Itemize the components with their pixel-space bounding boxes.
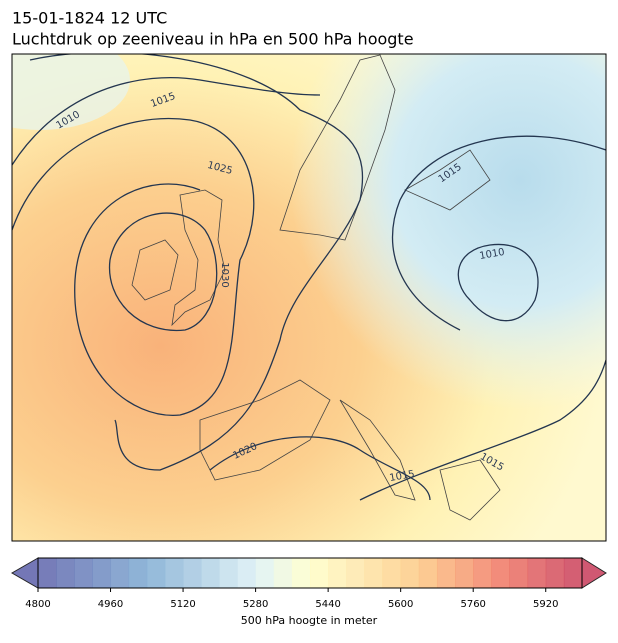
colorbar-segment — [400, 558, 420, 588]
colorbar-segment — [146, 558, 166, 588]
colorbar-segment — [328, 558, 347, 588]
colorbar-segment — [38, 558, 57, 588]
colorbar-tick-label: 5600 — [388, 599, 413, 610]
colorbar-segment — [364, 558, 384, 588]
title: Luchtdruk op zeeniveau in hPa en 500 hPa… — [12, 30, 414, 49]
colorbar-tick-label: 4960 — [98, 599, 123, 610]
colorbar-segment — [545, 558, 565, 588]
contour-label: 1030 — [219, 262, 230, 287]
colorbar-segment — [92, 558, 112, 588]
colorbar-segment — [128, 558, 148, 588]
colorbar-segment — [201, 558, 220, 588]
colorbar-extend-low — [10, 557, 39, 589]
map — [12, 54, 606, 541]
colorbar-label: 500 hPa hoogte in meter — [241, 614, 378, 627]
contour-label: 1010 — [479, 247, 506, 262]
colorbar-segment — [455, 558, 474, 588]
colorbar-segment — [310, 558, 329, 588]
colorbar-frame — [37, 557, 583, 589]
colorbar-segment — [164, 558, 184, 588]
colorbar-segment — [491, 558, 510, 588]
colorbar-segment — [291, 558, 311, 588]
colorbar-segment — [183, 558, 202, 588]
colorbar-segment — [418, 558, 438, 588]
date: 15-01-1824 12 UTC — [12, 9, 167, 28]
colorbar-segment — [255, 558, 275, 588]
colorbar-tick-label: 5120 — [170, 599, 195, 610]
colorbar-segment — [473, 558, 492, 588]
colorbar-segment — [509, 558, 529, 588]
colorbar-segment — [74, 558, 93, 588]
colorbar-tick-label: 5280 — [243, 599, 268, 610]
colorbar-extend-high — [581, 557, 607, 589]
colorbar-segment — [56, 558, 75, 588]
colorbar-segment — [237, 558, 257, 588]
colorbar-segment — [273, 558, 293, 588]
colorbar-segment — [382, 558, 402, 588]
colorbar-tick-label: 4800 — [25, 599, 50, 610]
colorbar-tick-label: 5440 — [315, 599, 340, 610]
map-frame — [11, 53, 607, 542]
colorbar-segment — [346, 558, 365, 588]
colorbar-segment — [563, 558, 583, 588]
colorbar-tick-label: 5920 — [533, 599, 558, 610]
contour-label: 1015 — [389, 469, 416, 484]
colorbar-segment — [219, 558, 238, 588]
colorbar-segment — [527, 558, 547, 588]
colorbar-segment — [110, 558, 130, 588]
colorbar-segment — [436, 558, 456, 588]
colorbar-tick-label: 5760 — [460, 599, 485, 610]
